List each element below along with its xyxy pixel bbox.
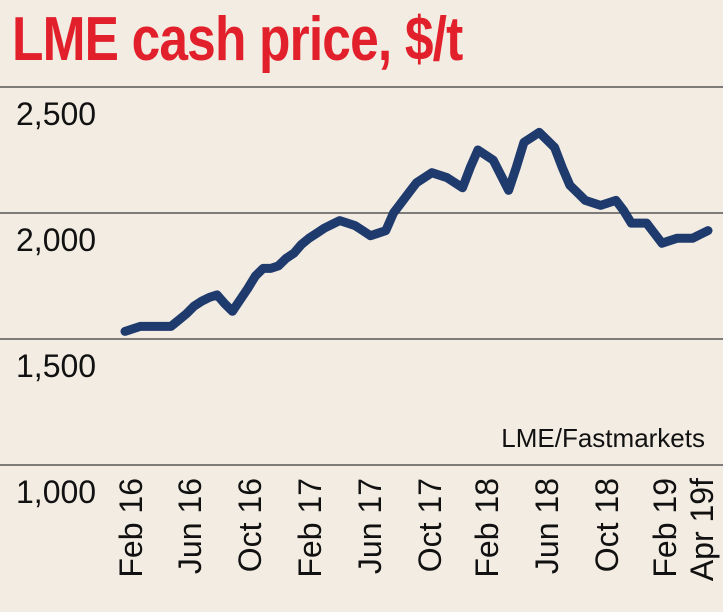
x-tick-label: Jun 17 [352,478,388,574]
y-axis-tick-labels: 1,000 1,500 2,000 2,500 [16,96,96,510]
x-tick-label: Oct 16 [232,478,268,572]
y-tick-label: 1,000 [16,474,96,510]
x-tick-label: Jun 16 [172,478,208,574]
chart-title: LME cash price, $/t [12,5,463,74]
x-tick-label: Apr 19f [684,478,720,581]
y-tick-label: 2,000 [16,222,96,258]
x-tick-label: Feb 19 [647,478,683,578]
x-tick-label: Jun 18 [529,478,565,574]
x-tick-label: Oct 17 [412,478,448,572]
x-tick-label: Oct 18 [589,478,625,572]
x-tick-label: Feb 18 [469,478,505,578]
series-layer [120,127,713,336]
source-label: LME/Fastmarkets [501,423,705,453]
y-tick-label: 1,500 [16,348,96,384]
series-line [120,127,713,336]
y-tick-label: 2,500 [16,96,96,132]
x-axis-tick-labels: Feb 16 Jun 16 Oct 16 Feb 17 Jun 17 Oct 17 Feb … [113,478,720,581]
x-tick-label: Feb 17 [292,478,328,578]
gridlines [0,86,723,466]
x-tick-label: Feb 16 [113,478,149,578]
